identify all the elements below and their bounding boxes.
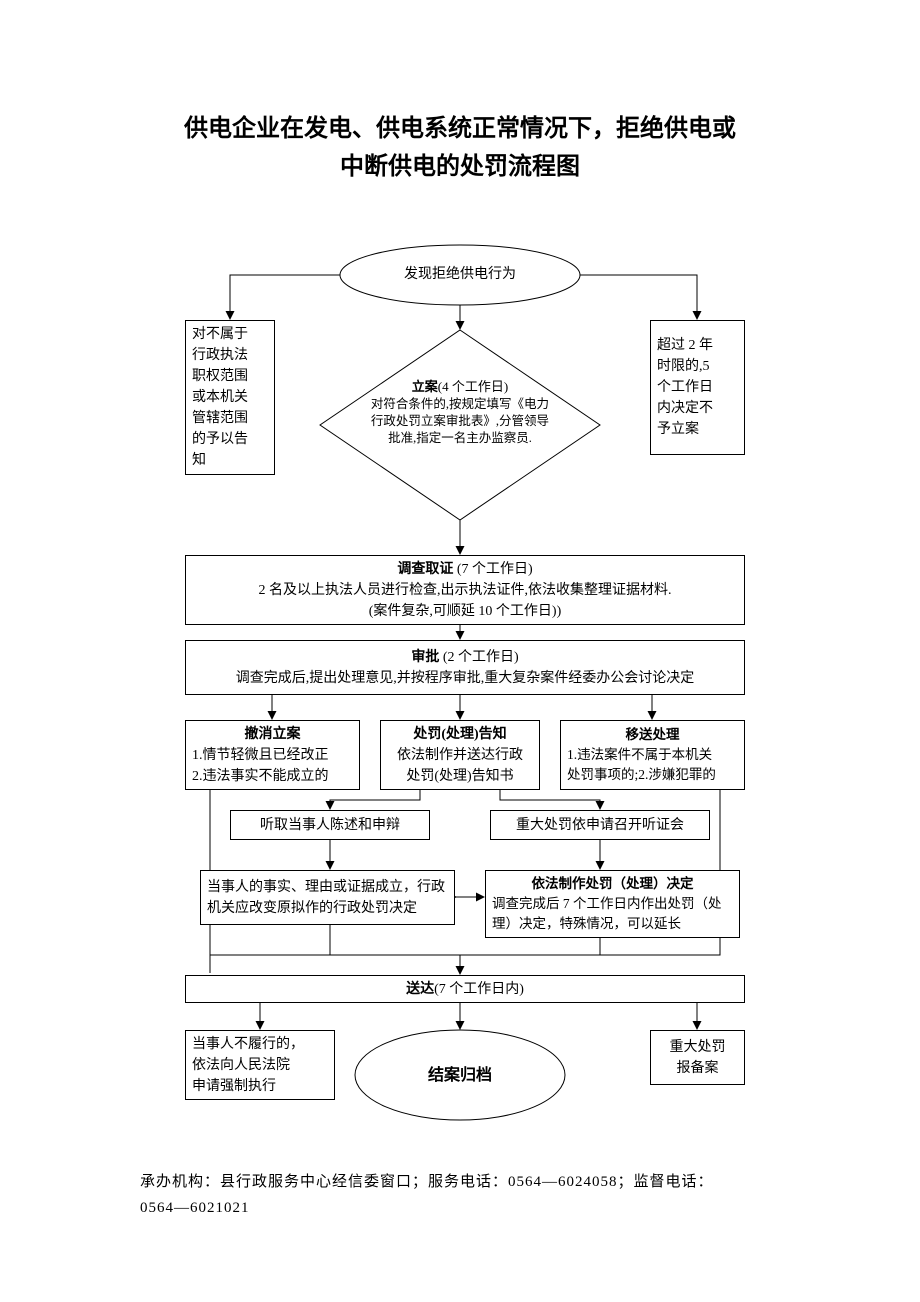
hearing-left-box: 听取当事人陈述和申辩	[230, 810, 430, 840]
decision-box: 依法制作处罚（处理）决定 调查完成后 7 个工作日内作出处罚（处 理）决定，特殊…	[485, 870, 740, 938]
transfer-box: 移送处理 1.违法案件不属于本机关 处罚事项的;2.涉嫌犯罪的	[560, 720, 745, 790]
investigate-box: 调查取证 (7 个工作日) 2 名及以上执法人员进行检查,出示执法证件,依法收集…	[185, 555, 745, 625]
enforce-box: 当事人不履行的， 依法向人民法院 申请强制执行	[185, 1030, 335, 1100]
notify-box: 处罚(处理)告知 依法制作并送达行政 处罚(处理)告知书	[380, 720, 540, 790]
start-label: 发现拒绝供电行为	[360, 265, 560, 285]
report-box: 重大处罚 报备案	[650, 1030, 745, 1085]
left-notice-box: 对不属于 行政执法 职权范围 或本机关 管辖范围 的予以告 知	[185, 320, 275, 475]
title-line1: 供电企业在发电、供电系统正常情况下，拒绝供电或	[184, 116, 736, 142]
page-title: 供电企业在发电、供电系统正常情况下，拒绝供电或 中断供电的处罚流程图	[120, 110, 800, 187]
filing-label: 立案(4 个工作日) 对符合条件的,按规定填写《电力行政处罚立案审批表》,分管领…	[370, 378, 550, 447]
approve-box: 审批 (2 个工作日) 调查完成后,提出处理意见,并按程序审批,重大复杂案件经委…	[185, 640, 745, 695]
cancel-box: 撤消立案 1.情节轻微且已经改正 2.违法事实不能成立的	[185, 720, 360, 790]
hearing-right-box: 重大处罚依申请召开听证会	[490, 810, 710, 840]
page: 供电企业在发电、供电系统正常情况下，拒绝供电或 中断供电的处罚流程图	[0, 0, 920, 1302]
right-notice-box: 超过 2 年 时限的,5 个工作日 内决定不 予立案	[650, 320, 745, 455]
change-box: 当事人的事实、理由或证据成立，行政 机关应改变原拟作的行政处罚决定	[200, 870, 455, 925]
footer-text: 承办机构：县行政服务中心经信委窗口；服务电话：0564—6024058；监督电话…	[140, 1170, 780, 1221]
serve-box: 送达 (7 个工作日内)	[185, 975, 745, 1003]
end-label: 结案归档	[395, 1065, 525, 1087]
title-line2: 中断供电的处罚流程图	[340, 154, 580, 180]
